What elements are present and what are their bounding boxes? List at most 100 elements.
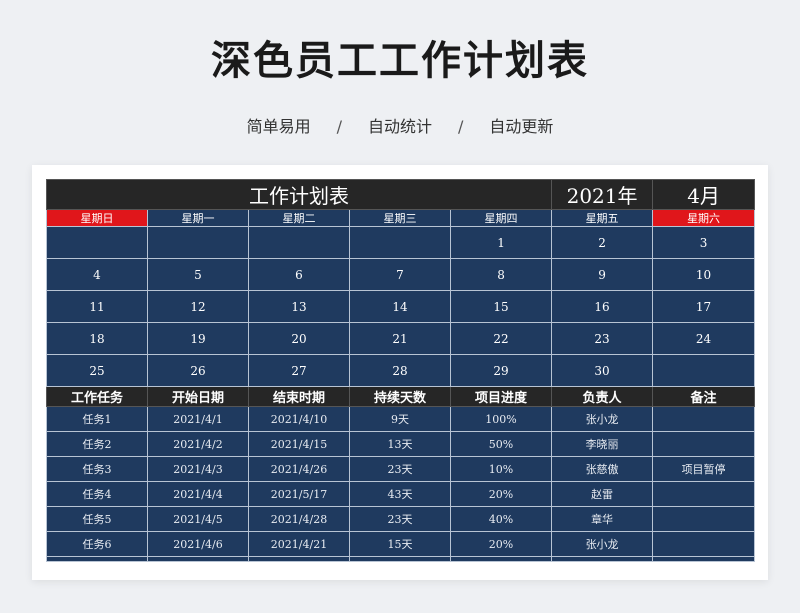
- progress-cell[interactable]: 100%: [449, 406, 553, 432]
- empty-cell[interactable]: [349, 556, 451, 562]
- duration-cell[interactable]: 23天: [349, 456, 451, 482]
- notes-cell[interactable]: [652, 406, 756, 432]
- calendar-day[interactable]: 30: [551, 354, 654, 387]
- column-header-progress[interactable]: 项目进度: [449, 386, 553, 407]
- calendar-day[interactable]: [46, 226, 148, 259]
- calendar-day[interactable]: [147, 226, 249, 259]
- calendar-day[interactable]: 21: [349, 322, 451, 355]
- calendar-day[interactable]: 5: [147, 258, 249, 291]
- start-date-cell[interactable]: 2021/4/6: [147, 531, 249, 557]
- start-date-cell[interactable]: 2021/4/1: [147, 406, 249, 432]
- task-name-cell[interactable]: 任务3: [46, 456, 148, 482]
- weekday-sunday[interactable]: 星期日: [46, 209, 148, 227]
- empty-cell[interactable]: [248, 556, 350, 562]
- column-header-owner[interactable]: 负责人: [551, 386, 654, 407]
- weekday-wednesday[interactable]: 星期三: [349, 209, 451, 227]
- weekday-monday[interactable]: 星期一: [147, 209, 249, 227]
- calendar-day[interactable]: 22: [449, 322, 553, 355]
- empty-cell[interactable]: [652, 556, 756, 562]
- owner-cell[interactable]: 章华: [551, 506, 654, 532]
- end-date-cell[interactable]: 2021/5/17: [248, 481, 350, 507]
- calendar-day[interactable]: 9: [551, 258, 654, 291]
- empty-cell[interactable]: [46, 556, 148, 562]
- start-date-cell[interactable]: 2021/4/3: [147, 456, 249, 482]
- weekday-friday[interactable]: 星期五: [551, 209, 654, 227]
- calendar-day[interactable]: 18: [46, 322, 148, 355]
- calendar-day[interactable]: 1: [449, 226, 553, 259]
- calendar-day[interactable]: 14: [349, 290, 451, 323]
- empty-cell[interactable]: [551, 556, 654, 562]
- end-date-cell[interactable]: 2021/4/26: [248, 456, 350, 482]
- task-name-cell[interactable]: 任务4: [46, 481, 148, 507]
- calendar-day[interactable]: 12: [147, 290, 249, 323]
- calendar-day[interactable]: [248, 226, 350, 259]
- column-header-task[interactable]: 工作任务: [46, 386, 148, 407]
- empty-cell[interactable]: [449, 556, 553, 562]
- progress-cell[interactable]: 40%: [449, 506, 553, 532]
- calendar-day[interactable]: 17: [652, 290, 756, 323]
- calendar-day[interactable]: 28: [349, 354, 451, 387]
- calendar-day[interactable]: 15: [449, 290, 553, 323]
- calendar-day[interactable]: 13: [248, 290, 350, 323]
- column-header-start-date[interactable]: 开始日期: [147, 386, 249, 407]
- end-date-cell[interactable]: 2021/4/28: [248, 506, 350, 532]
- progress-cell[interactable]: 10%: [449, 456, 553, 482]
- duration-cell[interactable]: 13天: [349, 431, 451, 457]
- empty-cell[interactable]: [147, 556, 249, 562]
- duration-cell[interactable]: 9天: [349, 406, 451, 432]
- calendar-day[interactable]: [652, 354, 756, 387]
- task-name-cell[interactable]: 任务6: [46, 531, 148, 557]
- start-date-cell[interactable]: 2021/4/5: [147, 506, 249, 532]
- calendar-day[interactable]: 6: [248, 258, 350, 291]
- month-cell[interactable]: 4月: [652, 179, 756, 210]
- end-date-cell[interactable]: 2021/4/15: [248, 431, 350, 457]
- calendar-day[interactable]: 7: [349, 258, 451, 291]
- calendar-day[interactable]: 20: [248, 322, 350, 355]
- calendar-day[interactable]: [349, 226, 451, 259]
- calendar-day[interactable]: 24: [652, 322, 756, 355]
- calendar-day[interactable]: 11: [46, 290, 148, 323]
- calendar-day[interactable]: 19: [147, 322, 249, 355]
- calendar-day[interactable]: 4: [46, 258, 148, 291]
- calendar-day[interactable]: 23: [551, 322, 654, 355]
- owner-cell[interactable]: 张小龙: [551, 406, 654, 432]
- calendar-day[interactable]: 26: [147, 354, 249, 387]
- calendar-day[interactable]: 16: [551, 290, 654, 323]
- notes-cell[interactable]: [652, 506, 756, 532]
- start-date-cell[interactable]: 2021/4/2: [147, 431, 249, 457]
- calendar-day[interactable]: 27: [248, 354, 350, 387]
- sheet-title[interactable]: 工作计划表: [45, 179, 553, 210]
- duration-cell[interactable]: 23天: [349, 506, 451, 532]
- calendar-day[interactable]: 2: [551, 226, 654, 259]
- calendar-day[interactable]: 25: [46, 354, 148, 387]
- task-name-cell[interactable]: 任务2: [46, 431, 148, 457]
- duration-cell[interactable]: 15天: [349, 531, 451, 557]
- column-header-duration[interactable]: 持续天数: [349, 386, 451, 407]
- progress-cell[interactable]: 20%: [449, 531, 553, 557]
- end-date-cell[interactable]: 2021/4/10: [248, 406, 350, 432]
- progress-cell[interactable]: 50%: [449, 431, 553, 457]
- task-name-cell[interactable]: 任务5: [46, 506, 148, 532]
- calendar-day[interactable]: 10: [652, 258, 756, 291]
- weekday-saturday[interactable]: 星期六: [652, 209, 756, 227]
- notes-cell[interactable]: 项目暂停: [652, 456, 756, 482]
- owner-cell[interactable]: 张慈傲: [551, 456, 654, 482]
- notes-cell[interactable]: [652, 481, 756, 507]
- owner-cell[interactable]: 张小龙: [551, 531, 654, 557]
- notes-cell[interactable]: [652, 431, 756, 457]
- calendar-day[interactable]: 3: [652, 226, 756, 259]
- weekday-tuesday[interactable]: 星期二: [248, 209, 350, 227]
- owner-cell[interactable]: 李晓丽: [551, 431, 654, 457]
- notes-cell[interactable]: [652, 531, 756, 557]
- start-date-cell[interactable]: 2021/4/4: [147, 481, 249, 507]
- task-name-cell[interactable]: 任务1: [46, 406, 148, 432]
- duration-cell[interactable]: 43天: [349, 481, 451, 507]
- owner-cell[interactable]: 赵雷: [551, 481, 654, 507]
- end-date-cell[interactable]: 2021/4/21: [248, 531, 350, 557]
- calendar-day[interactable]: 29: [449, 354, 553, 387]
- weekday-thursday[interactable]: 星期四: [449, 209, 553, 227]
- column-header-notes[interactable]: 备注: [652, 386, 756, 407]
- year-cell[interactable]: 2021年: [551, 179, 654, 210]
- column-header-end-date[interactable]: 结束时期: [248, 386, 350, 407]
- calendar-day[interactable]: 8: [449, 258, 553, 291]
